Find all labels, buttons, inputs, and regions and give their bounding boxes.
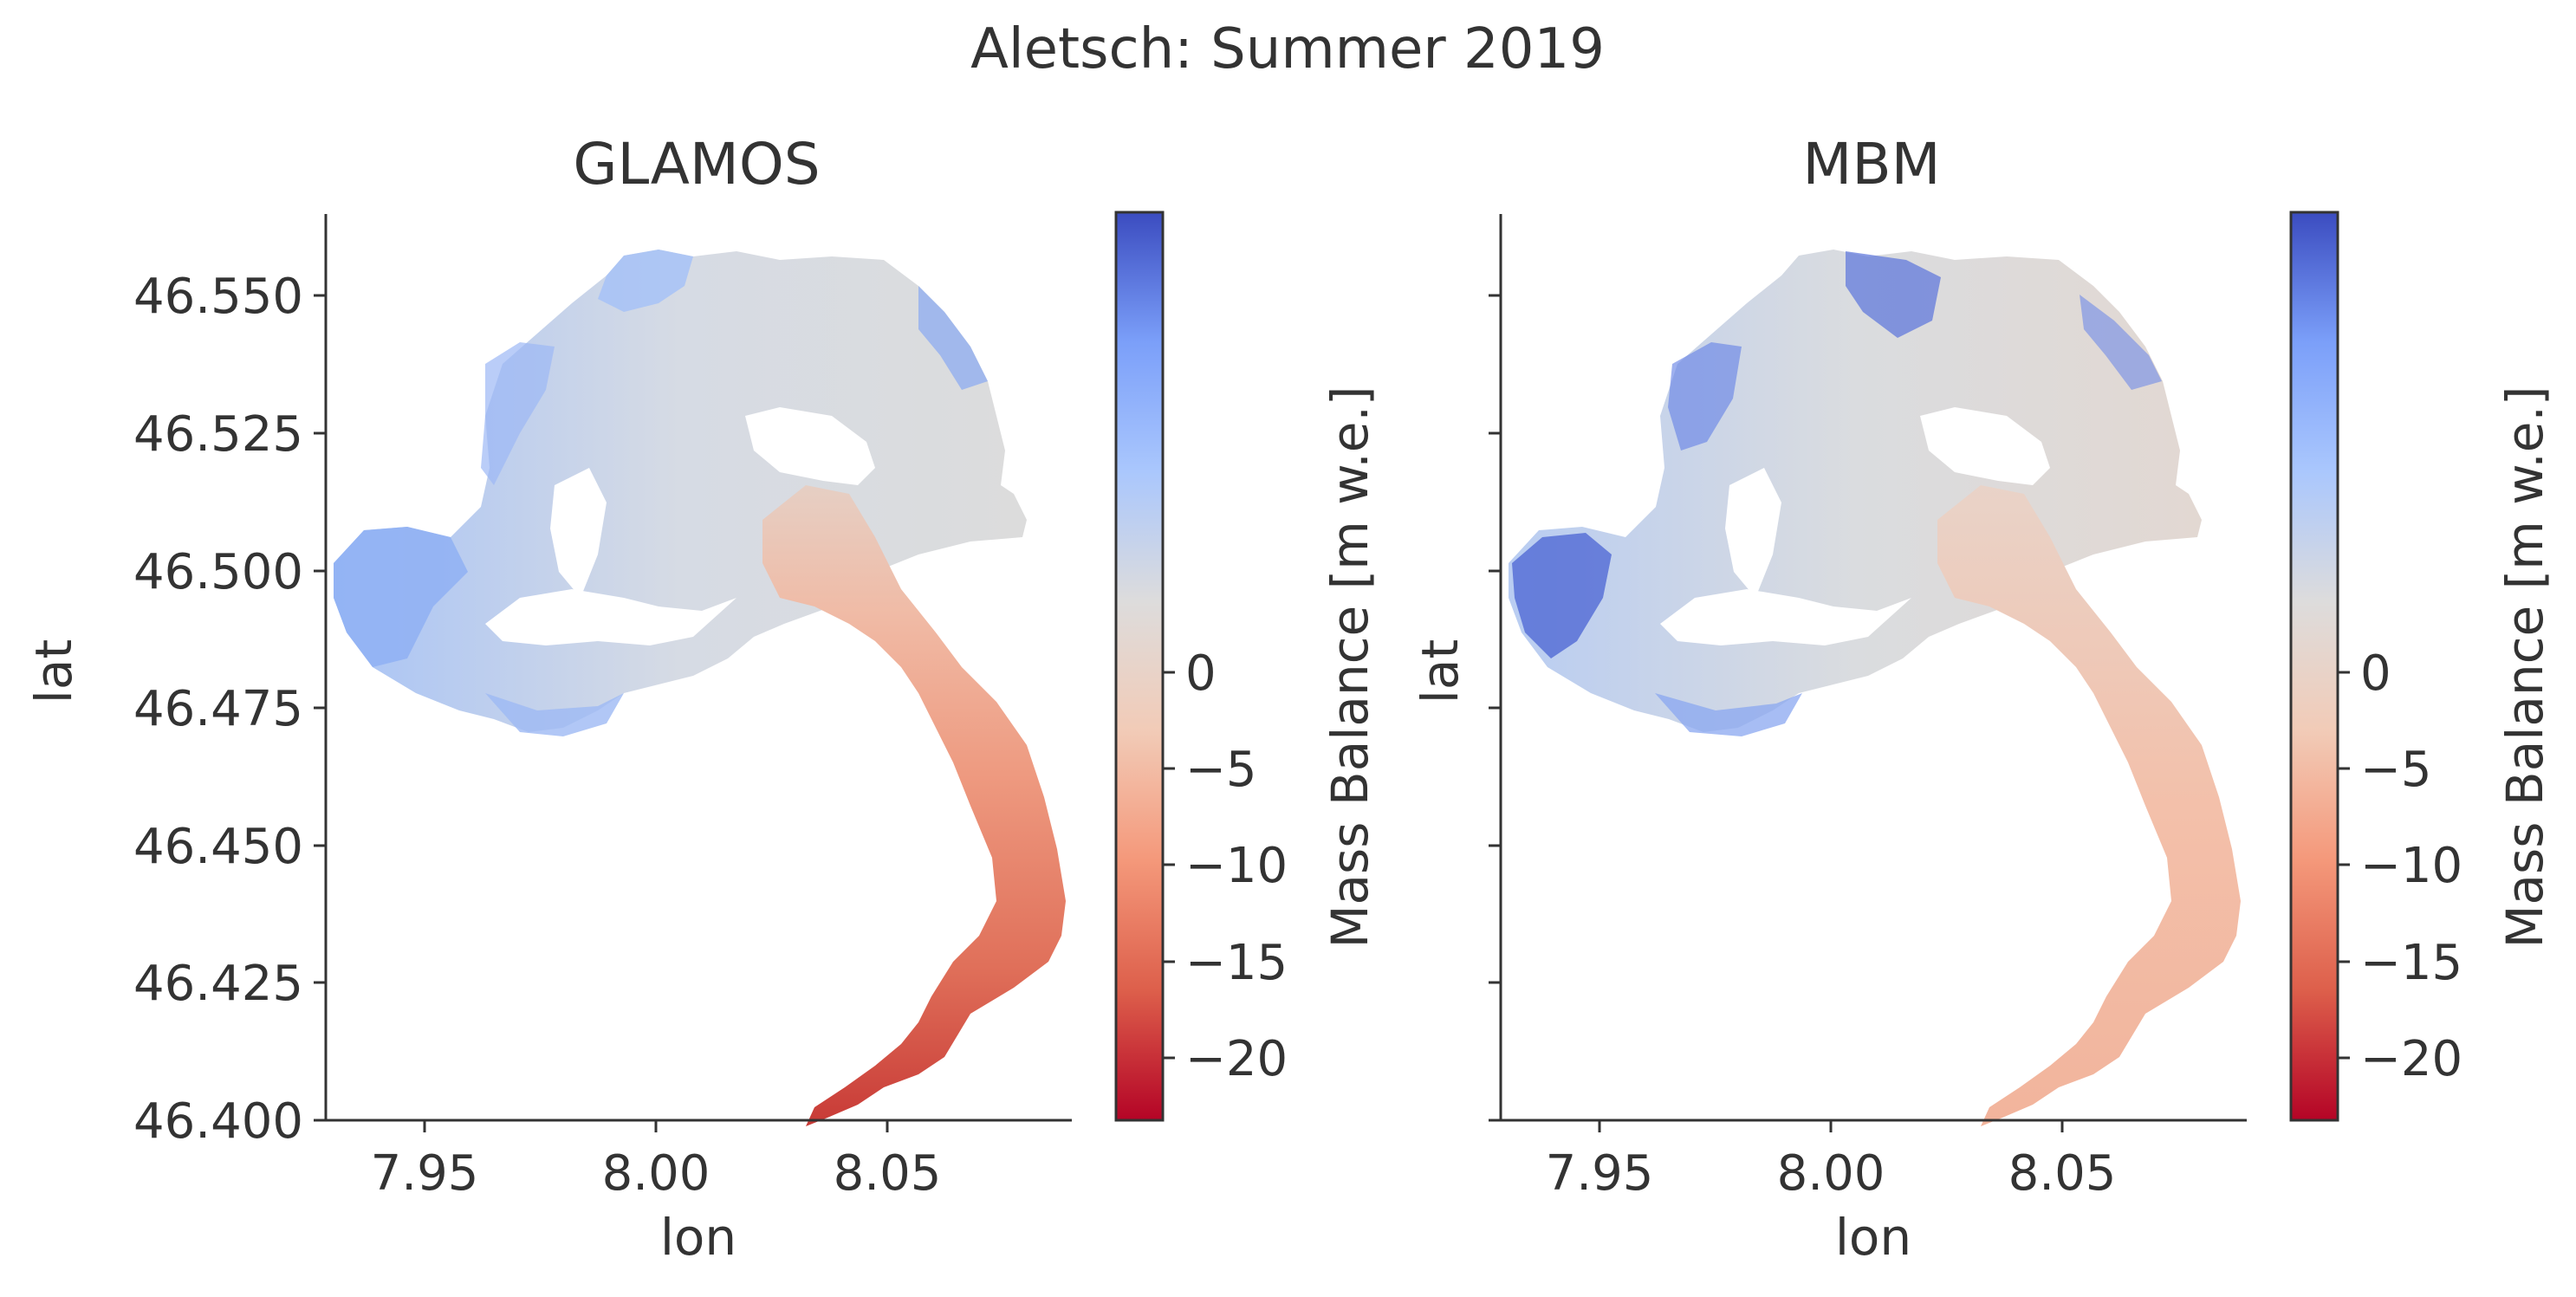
glamos-colorbar: 0 −5 −10 −15 −20 Mass Balance [m w.e.] <box>1114 211 1379 1122</box>
glamos-ytick-label: 46.550 <box>133 269 303 325</box>
glamos-ytick-label: 46.475 <box>133 681 303 737</box>
glamos-ytick-label: 46.425 <box>133 956 303 1012</box>
glamos-colorbar-tick-label: −15 <box>1185 935 1288 991</box>
glamos-ytick-label: 46.525 <box>133 406 303 463</box>
mbm-y-axis-label: lat <box>1411 639 1470 704</box>
mbm-blue-patch-northeast <box>2080 295 2162 390</box>
mbm-tongue <box>1937 485 2241 1126</box>
mbm-blue-patch-northwest <box>1668 342 1742 451</box>
mbm-blue-patch-west <box>1512 533 1612 658</box>
mbm-x-axis-label: lon <box>1835 1208 1911 1267</box>
glamos-y-axis-label: lat <box>24 639 83 704</box>
glamos-xtick-label: 8.05 <box>834 1145 942 1202</box>
glamos-blue-fringe-north <box>598 250 693 312</box>
mbm-colorbar-tick-label: −5 <box>2360 742 2432 798</box>
mbm-ridge-gap-1 <box>1660 589 1911 645</box>
heatmap-mbm <box>1509 250 2241 1126</box>
glamos-x-ticks: 7.95 8.00 8.05 <box>371 1120 942 1202</box>
glamos-colorbar-bar <box>1114 211 1165 1122</box>
glamos-xtick-label: 7.95 <box>371 1145 479 1202</box>
panel-mbm: MBM <box>1411 131 2554 1267</box>
panel-title-glamos: GLAMOS <box>573 131 820 198</box>
mbm-xtick-label: 7.95 <box>1546 1145 1654 1202</box>
glamos-y-ticks: 46.400 46.425 46.450 46.475 46.500 46.52… <box>133 269 326 1150</box>
glamos-blue-fringe-northeast <box>918 286 988 390</box>
panel-glamos: GLAMOS <box>24 131 1379 1267</box>
glamos-ytick-label: 46.400 <box>133 1093 303 1150</box>
glamos-x-axis-label: lon <box>660 1208 736 1267</box>
mbm-colorbar-tick-label: 0 <box>2360 645 2391 702</box>
glamos-colorbar-label: Mass Balance [m w.e.] <box>1320 386 1379 948</box>
glamos-tongue <box>762 485 1066 1126</box>
mbm-x-ticks: 7.95 8.00 8.05 <box>1546 1120 2117 1202</box>
mbm-colorbar: 0 −5 −10 −15 −20 Mass Balance [m w.e.] <box>2289 211 2554 1122</box>
glamos-ridge-gap-2 <box>745 407 875 485</box>
mbm-y-ticks <box>1489 294 1501 1122</box>
mbm-colorbar-tick-label: −10 <box>2360 838 2462 894</box>
glamos-blue-fringe-west <box>334 527 468 667</box>
glamos-colorbar-tick-label: 0 <box>1185 645 1217 702</box>
glamos-ytick-label: 46.500 <box>133 544 303 600</box>
mbm-xtick-label: 8.05 <box>2008 1145 2117 1202</box>
glamos-xtick-label: 8.00 <box>602 1145 711 1202</box>
mbm-ridge-gap-2 <box>1920 407 2050 485</box>
glamos-colorbar-tick-label: −20 <box>1185 1031 1288 1087</box>
mbm-colorbar-tick-label: −20 <box>2360 1031 2462 1087</box>
mbm-colorbar-bar <box>2289 211 2339 1122</box>
heatmap-glamos <box>334 250 1066 1126</box>
glamos-blue-fringe-south <box>485 693 624 736</box>
panel-title-mbm: MBM <box>1802 131 1940 198</box>
mbm-blue-patch-north <box>1846 251 1941 338</box>
mbm-colorbar-tick-label: −15 <box>2360 935 2462 991</box>
glamos-colorbar-tick-label: −5 <box>1185 742 1257 798</box>
glamos-ridge-gap-3 <box>550 468 607 598</box>
glamos-blue-fringe-west-ridge <box>481 342 555 485</box>
glamos-ridge-gap-1 <box>485 589 736 645</box>
mbm-ridge-gap-3 <box>1725 468 1781 598</box>
mbm-colorbar-label: Mass Balance [m w.e.] <box>2495 386 2554 948</box>
glamos-ytick-label: 46.450 <box>133 819 303 875</box>
glamos-colorbar-tick-label: −10 <box>1185 838 1288 894</box>
mbm-blue-fringe-south <box>1655 693 1802 736</box>
figure-title: Aletsch: Summer 2019 <box>970 17 1605 81</box>
mbm-xtick-label: 8.00 <box>1777 1145 1885 1202</box>
